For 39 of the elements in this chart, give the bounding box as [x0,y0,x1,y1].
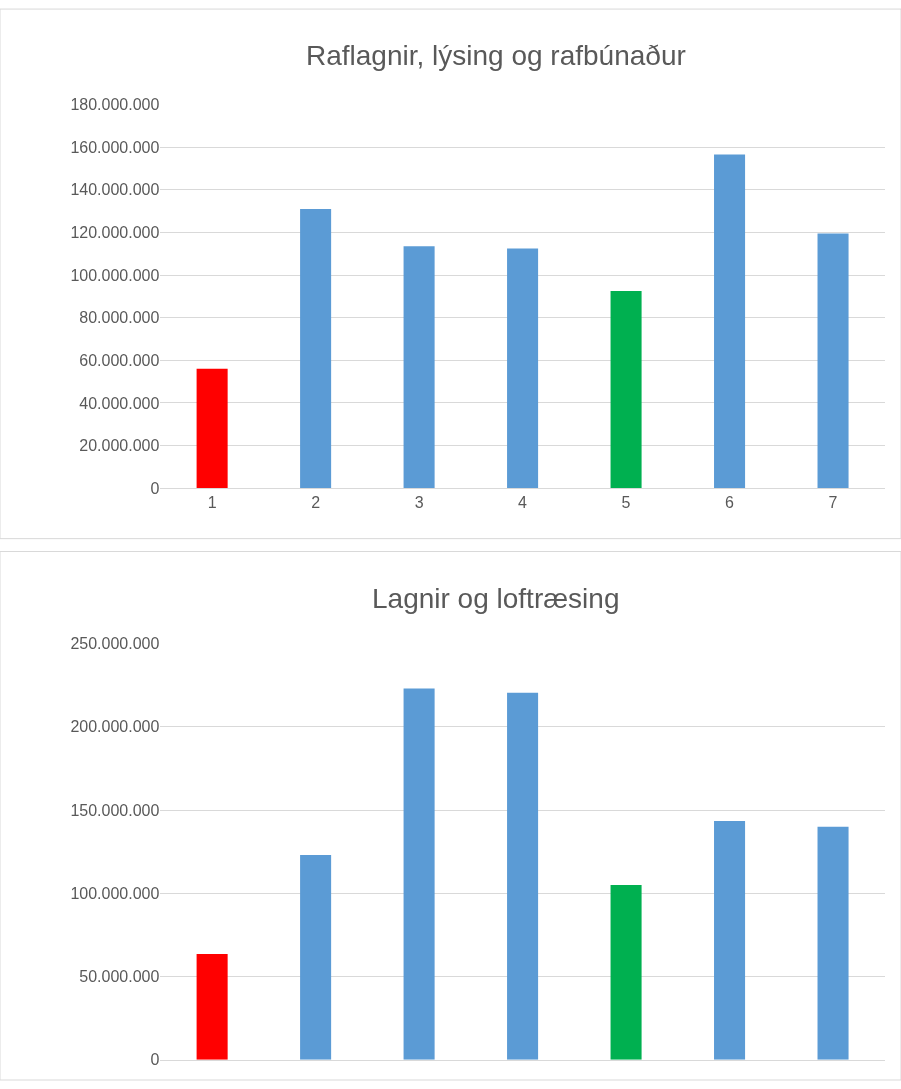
bar [403,688,435,1060]
y-tick-label: 0 [150,479,160,497]
x-tick-label: 1 [207,494,217,512]
y-tick-label: 0 [150,1051,160,1069]
x-tick-label: 2 [311,494,321,512]
y-tick-label: 20.000.000 [79,437,160,455]
x-tick-label: 5 [621,494,631,512]
bar [507,248,539,489]
bar [610,884,642,1060]
x-tick-label: 6 [725,494,735,512]
y-tick-label: 80.000.000 [79,309,160,327]
chart-title: Raflagnir, lýsing og rafbúnaður [306,40,686,71]
y-tick-label: 150.000.000 [70,801,160,819]
bar [610,291,642,489]
bar [507,692,539,1060]
y-tick-label: 100.000.000 [70,266,160,284]
bar [196,953,228,1060]
y-tick-label: 100.000.000 [70,884,160,902]
x-tick-label: 7 [828,494,838,512]
bar [714,154,746,489]
y-tick-label: 200.000.000 [70,718,160,736]
y-tick-label: 40.000.000 [79,394,160,412]
y-tick-label: 180.000.000 [70,96,160,114]
y-tick-label: 250.000.000 [70,635,160,653]
y-tick-label: 120.000.000 [70,224,160,242]
bar [196,368,228,489]
bar [817,826,849,1060]
y-tick-label: 60.000.000 [79,351,160,369]
x-tick-label: 4 [518,494,528,512]
bar [300,855,332,1060]
y-tick-label: 50.000.000 [79,968,160,986]
bar [300,208,332,489]
bar [403,246,435,489]
y-tick-label: 140.000.000 [70,181,160,199]
y-tick-label: 160.000.000 [70,138,160,156]
chart-title: Lagnir og loftræsing [372,583,620,614]
bar [817,233,849,489]
bar [714,820,746,1060]
x-tick-label: 3 [414,494,424,512]
